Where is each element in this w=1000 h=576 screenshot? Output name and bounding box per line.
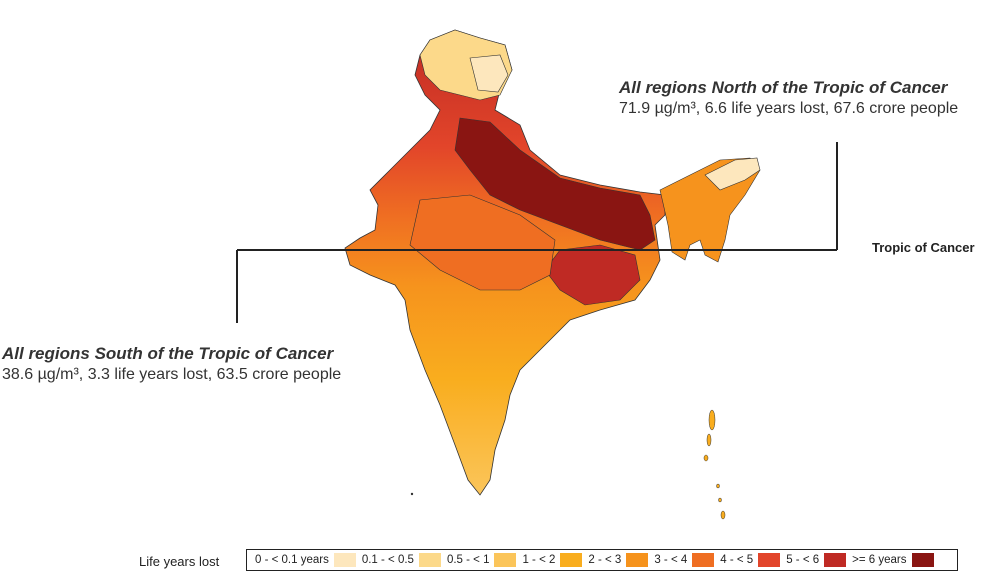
south-stats: 38.6 µg/m³, 3.3 life years lost, 63.5 cr…	[2, 366, 342, 383]
legend-swatch	[911, 553, 934, 567]
legend-label: 0 - < 0.1 years	[255, 554, 329, 566]
north-stats: 71.9 µg/m³, 6.6 life years lost, 67.6 cr…	[619, 100, 959, 117]
legend-swatch	[626, 553, 649, 567]
north-annotation: All regions North of the Tropic of Cance…	[619, 78, 958, 118]
legend-label: 5 - < 6	[786, 554, 820, 566]
legend-item: 1 - < 2	[522, 553, 583, 567]
legend-swatch	[418, 553, 441, 567]
legend: 0 - < 0.1 years 0.1 - < 0.5 0.5 - < 1 1 …	[246, 549, 958, 571]
arunachal-region	[704, 157, 761, 191]
legend-swatch	[824, 553, 847, 567]
legend-label: 4 - < 5	[720, 554, 754, 566]
legend-item: 4 - < 5	[720, 553, 781, 567]
south-title: All regions South of the Tropic of Cance…	[2, 344, 334, 363]
andaman-islands	[703, 409, 726, 520]
legend-item: 0.5 - < 1	[447, 553, 517, 567]
legend-swatch	[560, 553, 583, 567]
legend-label: >= 6 years	[852, 554, 907, 566]
tropic-of-cancer-line	[236, 142, 838, 323]
legend-label: 2 - < 3	[588, 554, 622, 566]
legend-item: >= 6 years	[852, 553, 934, 567]
central-region	[409, 194, 556, 291]
ladakh-region	[469, 54, 509, 93]
legend-swatch	[758, 553, 781, 567]
legend-item: 0.1 - < 0.5	[362, 553, 441, 567]
indo-gangetic-region	[454, 117, 656, 251]
legend-item: 2 - < 3	[588, 553, 649, 567]
legend-label: 1 - < 2	[522, 554, 556, 566]
legend-label: 3 - < 4	[654, 554, 688, 566]
legend-swatch	[333, 553, 356, 567]
legend-label: 0.1 - < 0.5	[361, 554, 414, 566]
legend-title: Life years lost	[139, 554, 220, 569]
jharkhand-region	[544, 244, 641, 306]
legend-label: 0.5 - < 1	[446, 554, 490, 566]
legend-item: 0 - < 0.1 years	[255, 553, 356, 567]
legend-swatch	[494, 553, 517, 567]
north-title: All regions North of the Tropic of Cance…	[619, 78, 948, 97]
legend-item: 5 - < 6	[786, 553, 847, 567]
south-annotation: All regions South of the Tropic of Cance…	[2, 344, 341, 384]
legend-swatch	[692, 553, 715, 567]
tropic-of-cancer-label: Tropic of Cancer	[872, 240, 975, 255]
lakshadweep-dot	[410, 492, 414, 496]
legend-item: 3 - < 4	[654, 553, 715, 567]
